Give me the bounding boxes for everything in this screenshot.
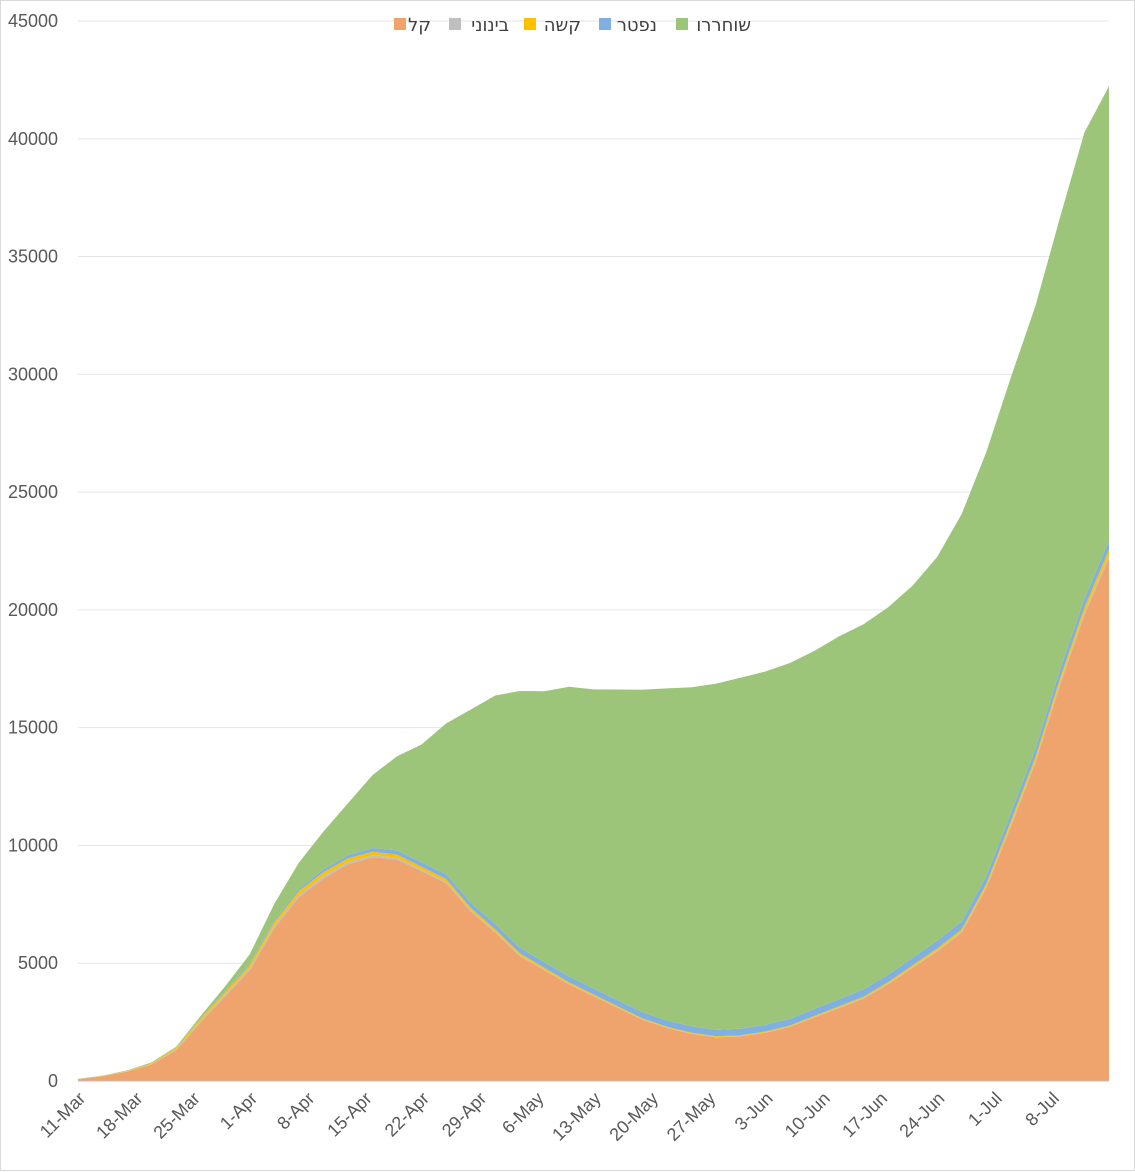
x-tick-label-3: 1-Apr [216, 1088, 261, 1133]
x-tick-label-17: 8-Jul [1021, 1088, 1063, 1130]
x-tick-label-8: 6-May [498, 1088, 548, 1138]
y-tick-label-4: 20000 [8, 600, 58, 620]
legend-swatch-2 [524, 18, 536, 30]
series-area-4 [78, 86, 1109, 1080]
legend-label-0: קל [408, 15, 431, 36]
x-tick-label-11: 27-May [663, 1088, 720, 1145]
y-tick-label-3: 15000 [8, 718, 58, 738]
y-tick-label-1: 5000 [18, 953, 58, 973]
x-tick-label-6: 22-Apr [381, 1088, 433, 1140]
y-tick-label-7: 35000 [8, 247, 58, 267]
legend: קל בינוני קשה נפטר שוחררו [394, 15, 751, 36]
y-tick-label-9: 45000 [8, 11, 58, 31]
legend-label-1: בינוני [471, 15, 509, 36]
legend-swatch-3 [599, 18, 611, 30]
legend-swatch-4 [676, 18, 688, 30]
y-tick-labels: 0 5000 10000 15000 20000 25000 30000 35000 40000… [8, 11, 58, 1091]
x-tick-label-4: 8-Apr [273, 1088, 318, 1133]
legend-label-4: שוחררו [696, 15, 751, 36]
x-tick-label-9: 13-May [548, 1088, 605, 1145]
x-tick-label-16: 1-Jul [964, 1088, 1006, 1130]
x-tick-label-1: 18-Mar [92, 1088, 146, 1142]
y-tick-label-8: 40000 [8, 129, 58, 149]
x-tick-label-0: 11-Mar [36, 1088, 90, 1142]
y-tick-label-2: 10000 [8, 835, 58, 855]
x-tick-label-2: 25-Mar [149, 1088, 203, 1142]
y-tick-label-0: 0 [48, 1071, 58, 1091]
legend-label-3: נפטר [617, 15, 657, 36]
y-tick-label-6: 30000 [8, 364, 58, 384]
series-areas [78, 86, 1109, 1081]
x-tick-label-14: 17-Jun [838, 1088, 891, 1141]
x-tick-labels: 11-Mar 18-Mar 25-Mar 1-Apr 8-Apr 15-Apr 22-Apr… [36, 1088, 1063, 1145]
x-tick-label-12: 3-Jun [731, 1088, 777, 1134]
x-tick-label-5: 15-Apr [323, 1088, 375, 1140]
x-tick-label-13: 10-Jun [781, 1088, 834, 1141]
gridlines [78, 20, 1109, 964]
x-tick-label-10: 20-May [606, 1088, 663, 1145]
legend-swatch-1 [449, 18, 461, 30]
legend-swatch-0 [394, 18, 406, 30]
legend-label-2: קשה [544, 15, 581, 36]
x-tick-label-7: 29-Apr [438, 1088, 490, 1140]
series-area-0 [78, 558, 1109, 1081]
x-tick-label-15: 24-Jun [895, 1088, 948, 1141]
y-tick-label-5: 25000 [8, 482, 58, 502]
